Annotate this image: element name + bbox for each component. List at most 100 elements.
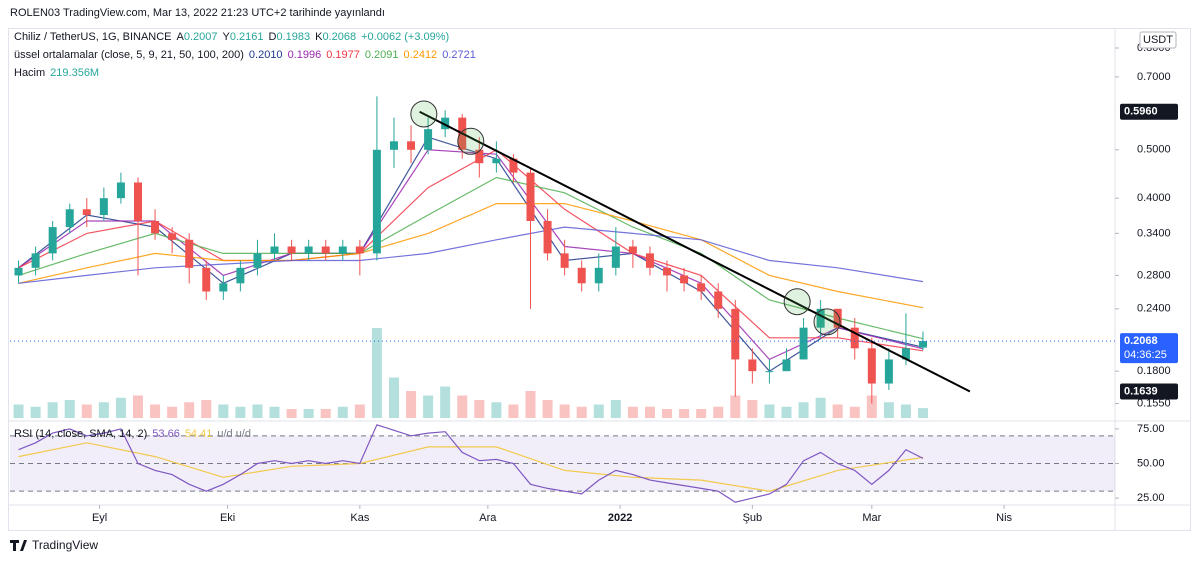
rsi-title: RSI (14, close, SMA, 14, 2) (14, 428, 147, 440)
volume-bar (371, 328, 382, 418)
ohlc-prefix: K (315, 31, 323, 43)
candle-body (31, 253, 40, 268)
volume-bar (423, 395, 434, 418)
volume-bar (627, 406, 638, 418)
volume-bar (798, 402, 809, 418)
candle-body (560, 253, 569, 268)
candle-body (116, 182, 125, 199)
highlight-circle (783, 288, 811, 316)
volume-bar (576, 406, 587, 418)
price-pane (13, 96, 971, 418)
moving-average-line (18, 226, 924, 284)
ma-value: 0.2010 (249, 49, 283, 61)
volume-bar (235, 406, 246, 418)
candle-body (48, 227, 57, 254)
x-tick-label: 2022 (608, 512, 632, 524)
candle-body (287, 246, 296, 254)
moving-average-line (18, 176, 924, 340)
candle-body (833, 308, 842, 328)
candle-body (236, 267, 245, 284)
ma-value: 0.1977 (326, 49, 360, 61)
volume-bar (47, 402, 58, 418)
volume-bar (457, 395, 468, 418)
x-tick-label: Ara (479, 512, 497, 524)
volume-bar (406, 391, 417, 418)
ohlc-value: 0.1983 (276, 31, 310, 43)
volume-bar (337, 406, 348, 418)
candle-body (99, 198, 108, 216)
volume-bar (815, 397, 826, 418)
x-tick-label: Kas (350, 512, 369, 524)
volume-bar (269, 406, 280, 418)
y-tick-label: 0.3400 (1137, 227, 1171, 239)
candle-body (577, 267, 586, 284)
volume-bar (98, 402, 109, 418)
volume-bar (747, 400, 758, 418)
candle-body (270, 246, 279, 254)
ma-title: üssel ortalamalar (close, 5, 9, 21, 50, … (14, 49, 244, 61)
highlight-circle (813, 308, 841, 336)
moving-average-line (18, 149, 924, 352)
ma-value: 0.2412 (404, 49, 438, 61)
volume-bar (474, 400, 485, 418)
candle-body (867, 348, 876, 384)
rsi-y-tick-label: 50.00 (1137, 457, 1165, 469)
candle-body (543, 220, 552, 254)
candle-body (919, 341, 928, 348)
price-label: 0.1639 (1124, 385, 1158, 397)
candle-body (697, 283, 706, 292)
candle-body (168, 233, 177, 240)
volume-title: Hacim (14, 67, 45, 79)
price-label-countdown: 04:36:25 (1124, 349, 1167, 361)
y-tick-label: 0.5000 (1137, 144, 1171, 156)
candle-body (253, 253, 262, 268)
volume-bar (491, 402, 502, 418)
candle-body (65, 209, 74, 228)
volume-bar (764, 404, 775, 418)
volume-bar (201, 400, 212, 418)
y-tick-label: 0.1800 (1137, 365, 1171, 377)
ma-value: 0.2721 (442, 49, 476, 61)
candle-body (424, 129, 433, 150)
candle-body (321, 246, 330, 254)
volume-bar (167, 406, 178, 418)
x-tick-label: Şub (743, 512, 763, 524)
candle-body (731, 308, 740, 360)
chart-frame (8, 28, 1191, 531)
candle-body (748, 359, 757, 372)
candle-body (816, 308, 825, 328)
rsi-extra: u/d u/d (217, 428, 251, 440)
candle-body (219, 283, 228, 292)
candle-body (765, 371, 774, 373)
x-tick-label: Eyl (92, 512, 107, 524)
volume-bar (150, 404, 161, 418)
price-label-box (1120, 333, 1178, 364)
ohlc-value: 0.2161 (230, 31, 264, 43)
volume-bar (883, 402, 894, 418)
currency-box (1139, 31, 1177, 49)
volume-value: 219.356M (50, 67, 99, 79)
candle-body (663, 267, 672, 276)
ohlc-prefix: A (177, 31, 185, 43)
x-tick-label: Nis (996, 512, 1012, 524)
brand-name: TradingView (32, 538, 98, 552)
candle-body (355, 246, 364, 254)
candle-body (628, 246, 637, 254)
candle-body (492, 158, 501, 164)
volume-bar (559, 404, 570, 418)
volume-bar (13, 404, 24, 418)
volume-bar (644, 406, 655, 418)
volume-bar (593, 404, 604, 418)
y-tick-label: 0.2400 (1137, 303, 1171, 315)
volume-bar (918, 408, 929, 418)
volume-bar (252, 404, 263, 418)
rsi-legend: RSI (14, close, SMA, 14, 2) 53.66 54.41 u/d… (14, 428, 251, 440)
trendline (419, 110, 971, 393)
publish-info: ROLEN03 TradingView.com, Mar 13, 2022 21… (10, 7, 385, 19)
highlight-circle (457, 127, 485, 155)
volume-bar (286, 409, 297, 418)
symbol-legend: Chiliz / TetherUS, 1G, BINANCE A0.2007 Y0.… (14, 31, 449, 43)
ohlc-value: 0.2068 (322, 31, 356, 43)
